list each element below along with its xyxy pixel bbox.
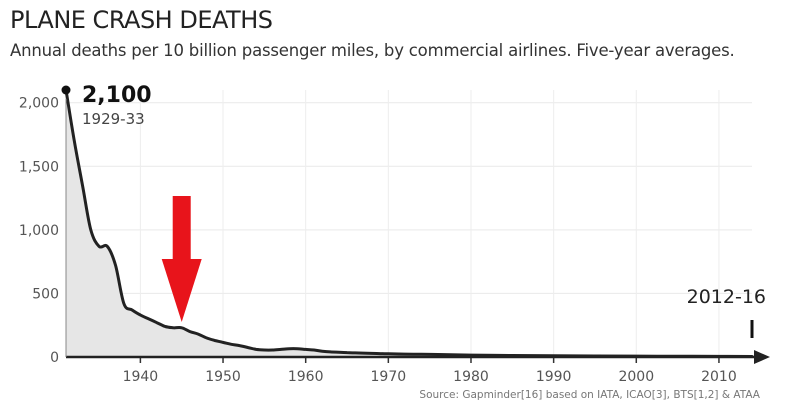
arrow-head <box>161 259 202 322</box>
start-point-marker <box>61 85 71 95</box>
y-tick-labels: 0 500 1,000 1,500 2,000 <box>19 96 59 366</box>
area-fill <box>66 90 752 357</box>
x-axis-arrowhead <box>754 350 770 364</box>
highlight-arrow <box>161 196 202 322</box>
end-period-label: 2012-16 <box>687 286 766 308</box>
x-tick-label: 2010 <box>701 369 737 385</box>
start-period-label: 1929-33 <box>82 110 145 128</box>
source-note: Source: Gapminder[16] based on IATA, ICA… <box>419 389 760 401</box>
y-tick-label: 1,500 <box>19 159 59 175</box>
y-tick-label: 2,000 <box>19 96 59 112</box>
axes <box>65 98 770 364</box>
annotations: 2,100 1929-33 2012-16 <box>61 83 766 338</box>
x-tick-label: 1950 <box>205 369 241 385</box>
y-tick-label: 1,000 <box>19 223 59 239</box>
x-tick-label: 1990 <box>536 369 572 385</box>
x-tick-label: 1970 <box>371 369 407 385</box>
chart-subtitle: Annual deaths per 10 billion passenger m… <box>10 41 735 60</box>
x-tick-label: 2000 <box>618 369 654 385</box>
x-tick-label: 1960 <box>288 369 324 385</box>
grid-lines <box>66 90 752 363</box>
start-value-label: 2,100 <box>82 83 152 108</box>
y-tick-label: 500 <box>32 286 59 302</box>
series-line <box>64 88 754 358</box>
arrow-shaft <box>172 196 191 264</box>
x-tick-label: 1940 <box>123 369 159 385</box>
y-tick-label: 0 <box>50 350 59 366</box>
x-tick-label: 1980 <box>453 369 489 385</box>
x-tick-labels: 1940 1950 1960 1970 1980 1990 2000 2010 <box>123 369 737 385</box>
chart-title: PLANE CRASH DEATHS <box>10 6 273 34</box>
